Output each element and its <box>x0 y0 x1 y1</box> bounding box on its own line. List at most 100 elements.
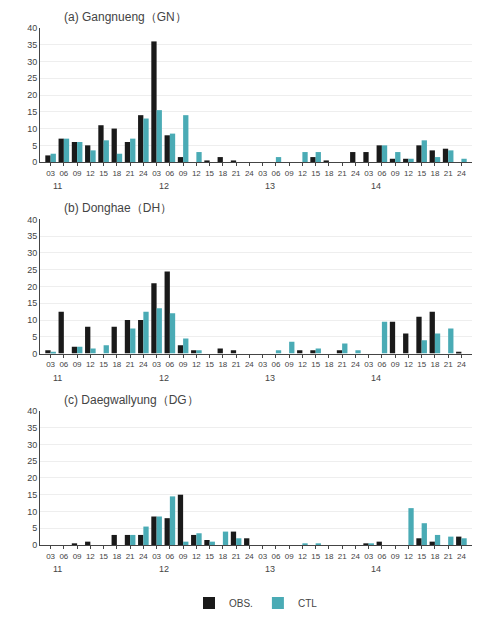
svg-text:24: 24 <box>245 552 254 561</box>
svg-text:18: 18 <box>112 360 121 369</box>
svg-text:06: 06 <box>377 360 386 369</box>
svg-text:06: 06 <box>59 169 68 178</box>
svg-text:12: 12 <box>159 373 169 383</box>
svg-text:12: 12 <box>404 169 413 178</box>
svg-text:06: 06 <box>165 169 174 178</box>
svg-text:24: 24 <box>245 360 254 369</box>
svg-text:13: 13 <box>265 181 275 191</box>
svg-text:15: 15 <box>311 552 320 561</box>
svg-text:21: 21 <box>338 169 347 178</box>
svg-text:(c) Daegwallyung（DG）: (c) Daegwallyung（DG） <box>64 393 199 407</box>
svg-text:20: 20 <box>27 473 37 483</box>
svg-text:5: 5 <box>32 332 37 342</box>
svg-text:12: 12 <box>298 360 307 369</box>
svg-text:21: 21 <box>338 552 347 561</box>
svg-text:21: 21 <box>232 169 241 178</box>
svg-text:15: 15 <box>417 360 426 369</box>
svg-text:15: 15 <box>417 169 426 178</box>
svg-text:03: 03 <box>46 552 55 561</box>
svg-text:03: 03 <box>152 552 161 561</box>
svg-text:06: 06 <box>377 552 386 561</box>
svg-text:09: 09 <box>179 552 188 561</box>
svg-text:15: 15 <box>99 169 108 178</box>
svg-text:09: 09 <box>179 169 188 178</box>
svg-text:40: 40 <box>27 406 37 416</box>
svg-text:11: 11 <box>53 373 62 383</box>
svg-text:03: 03 <box>364 169 373 178</box>
svg-text:09: 09 <box>285 552 294 561</box>
svg-text:03: 03 <box>46 360 55 369</box>
svg-text:0: 0 <box>32 540 37 550</box>
svg-text:21: 21 <box>444 169 453 178</box>
svg-text:(a) Gangnueng（GN）: (a) Gangnueng（GN） <box>64 10 187 24</box>
svg-text:21: 21 <box>232 552 241 561</box>
svg-text:11: 11 <box>53 564 62 574</box>
svg-text:5: 5 <box>32 523 37 533</box>
svg-text:13: 13 <box>265 564 275 574</box>
svg-text:21: 21 <box>126 552 135 561</box>
svg-text:09: 09 <box>179 360 188 369</box>
svg-text:40: 40 <box>27 215 37 225</box>
svg-text:35: 35 <box>27 423 37 433</box>
svg-text:25: 25 <box>27 456 37 466</box>
svg-text:15: 15 <box>27 490 37 500</box>
svg-text:21: 21 <box>444 360 453 369</box>
svg-text:5: 5 <box>32 141 37 151</box>
svg-text:09: 09 <box>73 169 82 178</box>
svg-text:18: 18 <box>430 169 439 178</box>
svg-text:12: 12 <box>86 552 95 561</box>
svg-text:15: 15 <box>417 552 426 561</box>
svg-text:12: 12 <box>192 360 201 369</box>
svg-text:18: 18 <box>218 552 227 561</box>
svg-text:24: 24 <box>457 360 466 369</box>
svg-text:06: 06 <box>59 360 68 369</box>
svg-text:20: 20 <box>27 282 37 292</box>
svg-text:03: 03 <box>46 169 55 178</box>
svg-text:30: 30 <box>27 57 37 67</box>
svg-text:25: 25 <box>27 73 37 83</box>
svg-text:21: 21 <box>126 360 135 369</box>
svg-text:12: 12 <box>86 360 95 369</box>
svg-text:24: 24 <box>351 169 360 178</box>
svg-text:35: 35 <box>27 231 37 241</box>
svg-text:25: 25 <box>27 265 37 275</box>
svg-text:15: 15 <box>205 169 214 178</box>
svg-text:24: 24 <box>457 169 466 178</box>
svg-text:10: 10 <box>27 507 37 517</box>
svg-text:11: 11 <box>53 181 62 191</box>
svg-text:03: 03 <box>258 552 267 561</box>
svg-text:18: 18 <box>430 552 439 561</box>
svg-text:15: 15 <box>99 360 108 369</box>
svg-text:14: 14 <box>371 181 381 191</box>
svg-text:12: 12 <box>159 181 169 191</box>
svg-text:15: 15 <box>99 552 108 561</box>
svg-text:18: 18 <box>324 169 333 178</box>
svg-text:06: 06 <box>271 552 280 561</box>
svg-text:13: 13 <box>265 373 275 383</box>
svg-text:30: 30 <box>27 440 37 450</box>
svg-text:15: 15 <box>205 552 214 561</box>
svg-text:06: 06 <box>377 169 386 178</box>
svg-text:12: 12 <box>298 552 307 561</box>
svg-text:09: 09 <box>391 360 400 369</box>
svg-text:0: 0 <box>32 349 37 359</box>
svg-text:12: 12 <box>298 169 307 178</box>
svg-text:03: 03 <box>364 552 373 561</box>
svg-text:21: 21 <box>444 552 453 561</box>
svg-text:06: 06 <box>271 360 280 369</box>
svg-text:03: 03 <box>258 169 267 178</box>
svg-text:20: 20 <box>27 90 37 100</box>
svg-text:15: 15 <box>27 298 37 308</box>
svg-text:06: 06 <box>165 552 174 561</box>
svg-text:09: 09 <box>285 169 294 178</box>
svg-text:18: 18 <box>430 360 439 369</box>
svg-text:18: 18 <box>112 169 121 178</box>
svg-text:12: 12 <box>159 564 169 574</box>
svg-text:09: 09 <box>285 360 294 369</box>
svg-text:40: 40 <box>27 23 37 33</box>
svg-text:06: 06 <box>59 552 68 561</box>
svg-text:18: 18 <box>324 552 333 561</box>
svg-text:21: 21 <box>338 360 347 369</box>
svg-text:14: 14 <box>371 564 381 574</box>
svg-text:12: 12 <box>192 552 201 561</box>
